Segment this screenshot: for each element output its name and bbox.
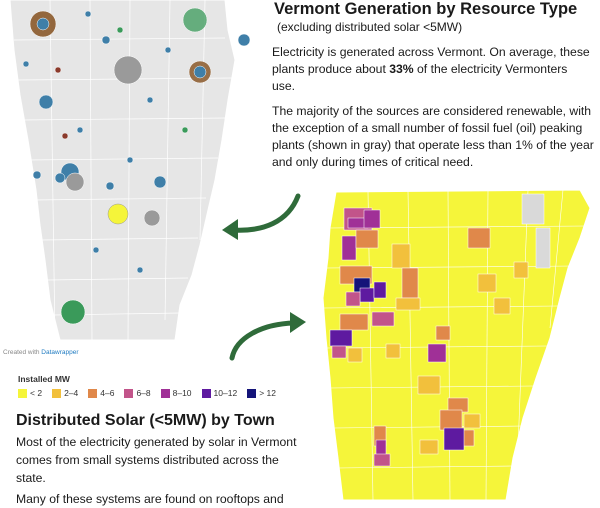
solar-town-polygons: [329, 193, 551, 467]
plant-marker: [76, 126, 84, 134]
legend-label: 10–12: [213, 388, 238, 398]
arrow-to-solar-map-icon: [229, 312, 306, 361]
legend-swatch: [247, 388, 257, 398]
plant-marker: [105, 181, 115, 191]
legend-swatch: [201, 388, 211, 398]
legend-item: 4–6: [88, 388, 114, 398]
vermont-outline-top: [9, 0, 236, 341]
plant-marker: [116, 26, 124, 34]
legend-swatch: [160, 388, 170, 398]
renewable-description: The majority of the sources are consider…: [272, 104, 594, 169]
legend-label: 8–10: [172, 388, 192, 398]
legend-title: Installed MW: [18, 374, 70, 384]
plant-marker: [113, 55, 143, 85]
plant-marker: [22, 60, 30, 68]
generation-title: Vermont Generation by Resource Type: [274, 0, 578, 18]
legend-label: 2–4: [64, 388, 79, 398]
plant-marker: [146, 96, 154, 104]
plant-marker: [126, 156, 134, 164]
distributed-solar-map: [322, 189, 591, 500]
plant-marker: [193, 65, 207, 79]
datawrapper-link[interactable]: Datawrapper: [41, 349, 79, 356]
legend-label: < 2: [30, 388, 43, 398]
legend-swatch: [52, 388, 62, 398]
legend-swatch: [18, 388, 27, 398]
plant-marker: [164, 46, 172, 54]
plant-marker: [101, 35, 111, 45]
legend-item: 10–12: [201, 388, 238, 398]
plant-marker: [54, 66, 62, 74]
plant-marker: [136, 266, 144, 274]
legend-item: 2–4: [52, 388, 78, 398]
legend-label: > 12: [259, 388, 276, 398]
generation-plant-markers: [22, 7, 251, 325]
plant-marker: [84, 10, 92, 18]
solar-heading: Distributed Solar (<5MW) by Town: [16, 412, 275, 429]
legend: < 2 2–4 4–6 6–8 8–10 10–12 > 12: [18, 388, 276, 398]
datawrapper-credit: Created with Datawrapper: [3, 349, 79, 356]
plant-marker: [182, 7, 208, 33]
credit-prefix: Created with: [3, 349, 42, 356]
plant-marker: [237, 33, 251, 47]
legend-item: > 12: [247, 388, 276, 398]
solar-description: Most of the electricity generated by sol…: [16, 435, 297, 485]
generation-map: [9, 0, 251, 341]
plant-marker: [92, 246, 100, 254]
legend-item: 6–8: [124, 388, 151, 398]
summary-percent: 33%: [389, 62, 414, 76]
plant-marker: [181, 126, 189, 134]
summary-text-start: Electricity is generated across Vermont.…: [272, 45, 590, 76]
plant-marker: [107, 203, 129, 225]
legend-swatch: [124, 388, 134, 398]
legend-label: 4–6: [100, 388, 115, 398]
arrow-to-top-map-icon: [222, 193, 301, 240]
plant-marker: [36, 17, 50, 31]
generation-subtitle: (excluding distributed solar <5MW): [277, 20, 463, 34]
legend-item: < 2: [18, 388, 42, 398]
plant-marker: [60, 299, 86, 325]
plant-marker: [153, 175, 167, 189]
plant-marker: [38, 94, 54, 110]
plant-marker: [143, 209, 161, 227]
solar-description-continued: Many of these systems are found on rooft…: [16, 492, 284, 506]
generation-summary: Electricity is generated across Vermont.…: [272, 44, 592, 95]
plant-marker: [54, 172, 66, 184]
legend-item: 8–10: [160, 388, 192, 398]
legend-swatch: [88, 388, 98, 398]
plant-marker: [32, 170, 42, 180]
legend-label: 6–8: [136, 388, 151, 398]
plant-marker: [61, 132, 69, 140]
plant-marker: [65, 172, 85, 192]
summary-text-end: of the electricity Vermonters use.: [272, 62, 568, 93]
